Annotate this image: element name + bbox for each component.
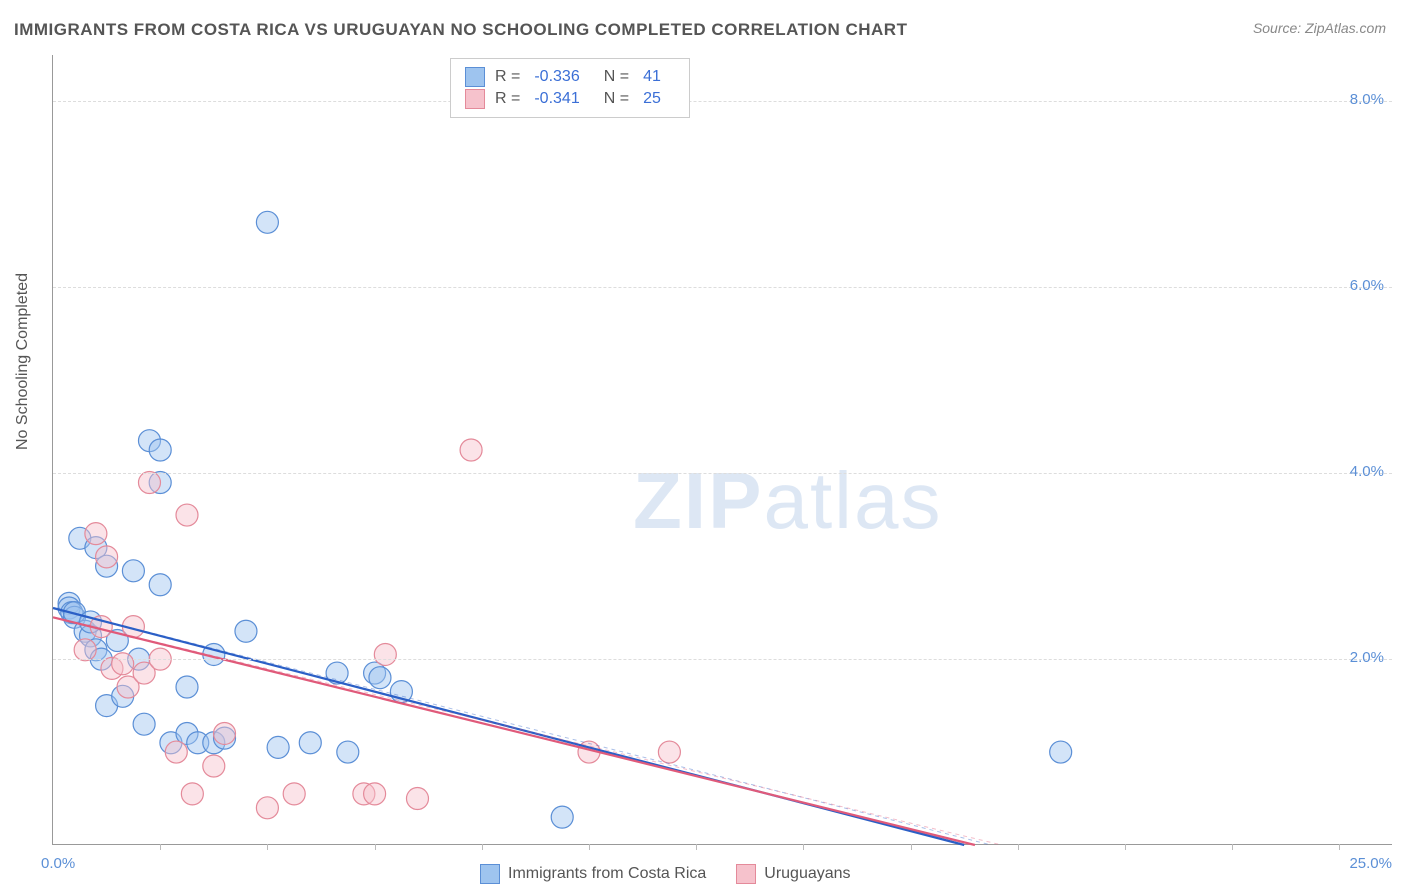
data-point <box>374 643 396 665</box>
data-point <box>406 788 428 810</box>
r-label-0: R = <box>495 68 520 86</box>
data-point <box>122 560 144 582</box>
data-point <box>176 504 198 526</box>
data-point <box>1050 741 1072 763</box>
chart-title: IMMIGRANTS FROM COSTA RICA VS URUGUAYAN … <box>14 20 907 40</box>
source-label: Source: <box>1253 20 1301 36</box>
y-tick-label: 4.0% <box>1350 463 1384 480</box>
data-point <box>74 639 96 661</box>
legend-swatch-1 <box>736 864 756 884</box>
y-tick-label: 6.0% <box>1350 277 1384 294</box>
swatch-series-1 <box>465 89 485 109</box>
r-value-1: -0.341 <box>534 90 579 108</box>
data-point <box>256 211 278 233</box>
data-point <box>149 439 171 461</box>
y-tick-label: 8.0% <box>1350 91 1384 108</box>
swatch-series-0 <box>465 67 485 87</box>
y-tick-label: 2.0% <box>1350 649 1384 666</box>
data-point <box>283 783 305 805</box>
data-point <box>138 472 160 494</box>
chart-canvas <box>53 55 1392 844</box>
n-label-1: N = <box>604 90 629 108</box>
series-legend: Immigrants from Costa Rica Uruguayans <box>480 864 851 884</box>
legend-item-0: Immigrants from Costa Rica <box>480 864 706 884</box>
data-point <box>133 713 155 735</box>
data-point <box>235 620 257 642</box>
data-point <box>369 667 391 689</box>
data-point <box>96 546 118 568</box>
data-point <box>85 523 107 545</box>
x-axis-min-label: 0.0% <box>41 855 75 872</box>
stats-row-series-0: R = -0.336 N = 41 <box>465 67 675 87</box>
data-point <box>256 797 278 819</box>
data-point <box>364 783 386 805</box>
data-point <box>460 439 482 461</box>
data-point <box>658 741 680 763</box>
data-point <box>176 676 198 698</box>
data-point <box>337 741 359 763</box>
data-point <box>214 722 236 744</box>
legend-label-1: Uruguayans <box>764 865 850 883</box>
n-label-0: N = <box>604 68 629 86</box>
source-value: ZipAtlas.com <box>1305 20 1386 36</box>
data-point <box>165 741 187 763</box>
data-point <box>149 574 171 596</box>
plot-area: ZIPatlas 0.0% 25.0% 2.0%4.0%6.0%8.0% <box>52 55 1392 845</box>
n-value-0: 41 <box>643 68 661 86</box>
legend-label-0: Immigrants from Costa Rica <box>508 865 706 883</box>
stats-row-series-1: R = -0.341 N = 25 <box>465 89 675 109</box>
source-attribution: Source: ZipAtlas.com <box>1253 20 1386 36</box>
legend-item-1: Uruguayans <box>736 864 850 884</box>
data-point <box>112 653 134 675</box>
data-point <box>203 755 225 777</box>
x-axis-max-label: 25.0% <box>1349 855 1392 872</box>
r-value-0: -0.336 <box>534 68 579 86</box>
legend-swatch-0 <box>480 864 500 884</box>
data-point <box>181 783 203 805</box>
data-point <box>267 736 289 758</box>
data-point <box>551 806 573 828</box>
n-value-1: 25 <box>643 90 661 108</box>
stats-legend: R = -0.336 N = 41 R = -0.341 N = 25 <box>450 58 690 118</box>
r-label-1: R = <box>495 90 520 108</box>
y-axis-title: No Schooling Completed <box>14 273 32 450</box>
data-point <box>299 732 321 754</box>
